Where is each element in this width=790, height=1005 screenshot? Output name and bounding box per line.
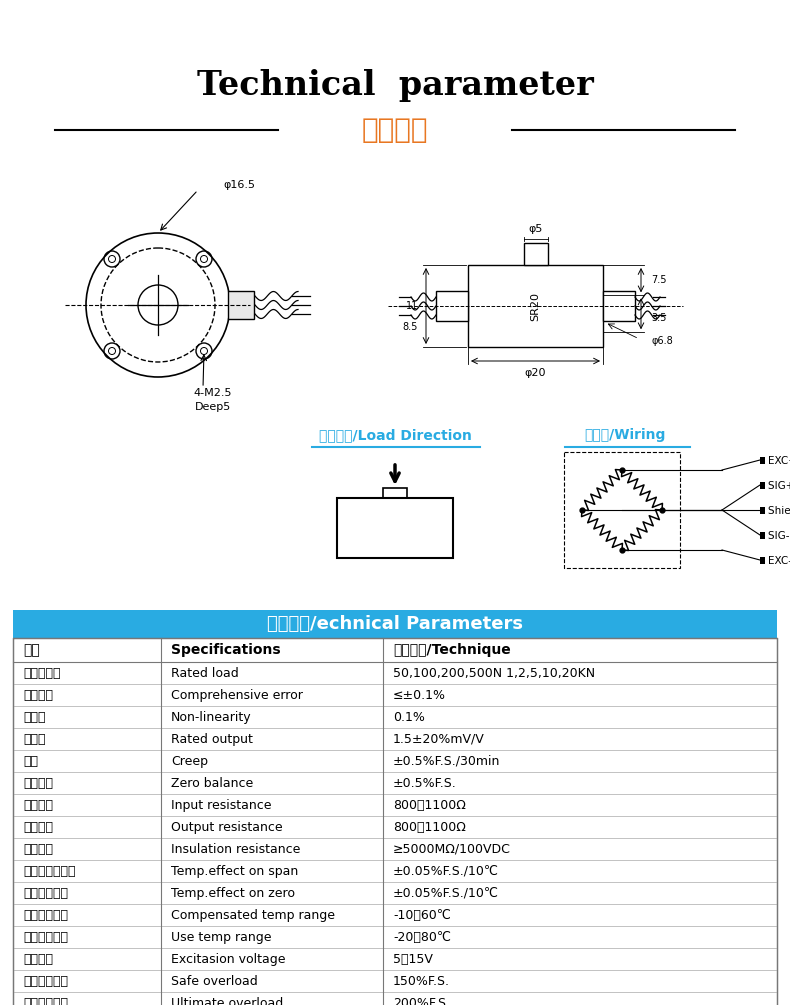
Text: 800～1100Ω: 800～1100Ω — [393, 799, 466, 811]
Text: φ5: φ5 — [529, 224, 543, 234]
Text: 5～15V: 5～15V — [393, 953, 433, 966]
Text: ±0.05%F.S./10℃: ±0.05%F.S./10℃ — [393, 886, 498, 899]
Text: 200%F.S.: 200%F.S. — [393, 997, 450, 1005]
Bar — [13, 610, 777, 638]
Text: 150%F.S.: 150%F.S. — [393, 975, 450, 988]
Text: -20～80℃: -20～80℃ — [393, 931, 451, 944]
Text: 技术参数/echnical Parameters: 技术参数/echnical Parameters — [267, 615, 523, 633]
Text: Comprehensive error: Comprehensive error — [171, 688, 303, 701]
Text: Insulation resistance: Insulation resistance — [171, 842, 300, 855]
Text: 综合误差: 综合误差 — [23, 688, 53, 701]
Bar — [383, 488, 407, 498]
Text: 1.5±20%mV/V: 1.5±20%mV/V — [393, 733, 485, 746]
Text: 极限过载范围: 极限过载范围 — [23, 997, 68, 1005]
Text: Use temp range: Use temp range — [171, 931, 272, 944]
Bar — [337, 498, 453, 558]
Text: Output resistance: Output resistance — [171, 820, 283, 833]
Text: ≤±0.1%: ≤±0.1% — [393, 688, 446, 701]
Text: Creep: Creep — [171, 755, 208, 768]
Text: 络缘电阵: 络缘电阵 — [23, 842, 53, 855]
Text: SIG- White(白）: SIG- White(白） — [768, 530, 790, 540]
Text: -10～60℃: -10～60℃ — [393, 909, 451, 922]
Text: 使用温度范围: 使用温度范围 — [23, 931, 68, 944]
Text: 蝎变: 蝎变 — [23, 755, 38, 768]
Text: 3.5: 3.5 — [651, 314, 667, 324]
Text: ±0.5%F.S./30min: ±0.5%F.S./30min — [393, 755, 500, 768]
Text: 8.5: 8.5 — [403, 322, 418, 332]
Text: 接线图/Wiring: 接线图/Wiring — [585, 428, 666, 442]
Bar — [436, 291, 468, 321]
Bar — [524, 243, 547, 265]
Text: SIG+ Green(绿): SIG+ Green(绿) — [768, 480, 790, 490]
Text: Temp.effect on zero: Temp.effect on zero — [171, 886, 295, 899]
Text: Specifications: Specifications — [171, 643, 280, 657]
Text: ±0.05%F.S./10℃: ±0.05%F.S./10℃ — [393, 864, 498, 877]
Text: Deep5: Deep5 — [195, 402, 231, 412]
Text: 输出阵抗: 输出阵抗 — [23, 820, 53, 833]
Text: 受力方式/Load Direction: 受力方式/Load Direction — [318, 428, 472, 442]
Bar — [760, 507, 765, 514]
Bar — [760, 456, 765, 463]
Bar — [760, 481, 765, 488]
Text: 零点温度影响: 零点温度影响 — [23, 886, 68, 899]
Text: Shield  屏蔽线: Shield 屏蔽线 — [768, 505, 790, 515]
Text: 参数: 参数 — [23, 643, 40, 657]
Text: 4-M2.5: 4-M2.5 — [194, 388, 232, 398]
Text: Non-linearity: Non-linearity — [171, 711, 252, 724]
Text: EXC+ Red （红）: EXC+ Red （红） — [768, 455, 790, 465]
Text: 非线性: 非线性 — [23, 711, 46, 724]
Text: φ6.8: φ6.8 — [651, 337, 673, 347]
Text: Compensated temp range: Compensated temp range — [171, 909, 335, 922]
Text: 50,100,200,500N 1,2,5,10,20KN: 50,100,200,500N 1,2,5,10,20KN — [393, 666, 595, 679]
Bar — [468, 265, 603, 347]
Text: Safe overload: Safe overload — [171, 975, 258, 988]
Text: 灵敏度温度影响: 灵敏度温度影响 — [23, 864, 76, 877]
Bar — [760, 557, 765, 564]
Text: φ16.5: φ16.5 — [223, 180, 255, 190]
Text: ±0.5%F.S.: ±0.5%F.S. — [393, 777, 457, 790]
Text: 7.5: 7.5 — [651, 275, 667, 285]
Text: SR20: SR20 — [531, 291, 540, 321]
Text: 安全过载范围: 安全过载范围 — [23, 975, 68, 988]
Text: 温度补偿范围: 温度补偿范围 — [23, 909, 68, 922]
Text: 技术参数: 技术参数 — [362, 116, 428, 144]
Bar — [228, 291, 254, 319]
Bar — [13, 638, 777, 1005]
Bar — [564, 452, 680, 568]
Text: Ultimate overload: Ultimate overload — [171, 997, 284, 1005]
Text: 灵敏度: 灵敏度 — [23, 733, 46, 746]
Text: 零点输出: 零点输出 — [23, 777, 53, 790]
Text: 传感器量程: 传感器量程 — [23, 666, 61, 679]
Text: 技术指标/Technique: 技术指标/Technique — [393, 643, 511, 657]
Text: ≥5000MΩ/100VDC: ≥5000MΩ/100VDC — [393, 842, 511, 855]
Text: 激励电压: 激励电压 — [23, 953, 53, 966]
Text: Rated output: Rated output — [171, 733, 253, 746]
Text: Excitasion voltage: Excitasion voltage — [171, 953, 285, 966]
Bar — [760, 532, 765, 539]
Text: 0.1%: 0.1% — [393, 711, 425, 724]
Text: Temp.effect on span: Temp.effect on span — [171, 864, 299, 877]
Text: φ20: φ20 — [525, 368, 546, 378]
Text: Rated load: Rated load — [171, 666, 239, 679]
Text: EXC- Black(黑）: EXC- Black(黑） — [768, 555, 790, 565]
Text: Input resistance: Input resistance — [171, 799, 272, 811]
Text: 11: 11 — [406, 302, 418, 311]
Text: Technical  parameter: Technical parameter — [197, 68, 593, 102]
Text: 输入阵抗: 输入阵抗 — [23, 799, 53, 811]
Text: 800～1100Ω: 800～1100Ω — [393, 820, 466, 833]
Bar — [603, 291, 635, 321]
Text: Zero balance: Zero balance — [171, 777, 254, 790]
